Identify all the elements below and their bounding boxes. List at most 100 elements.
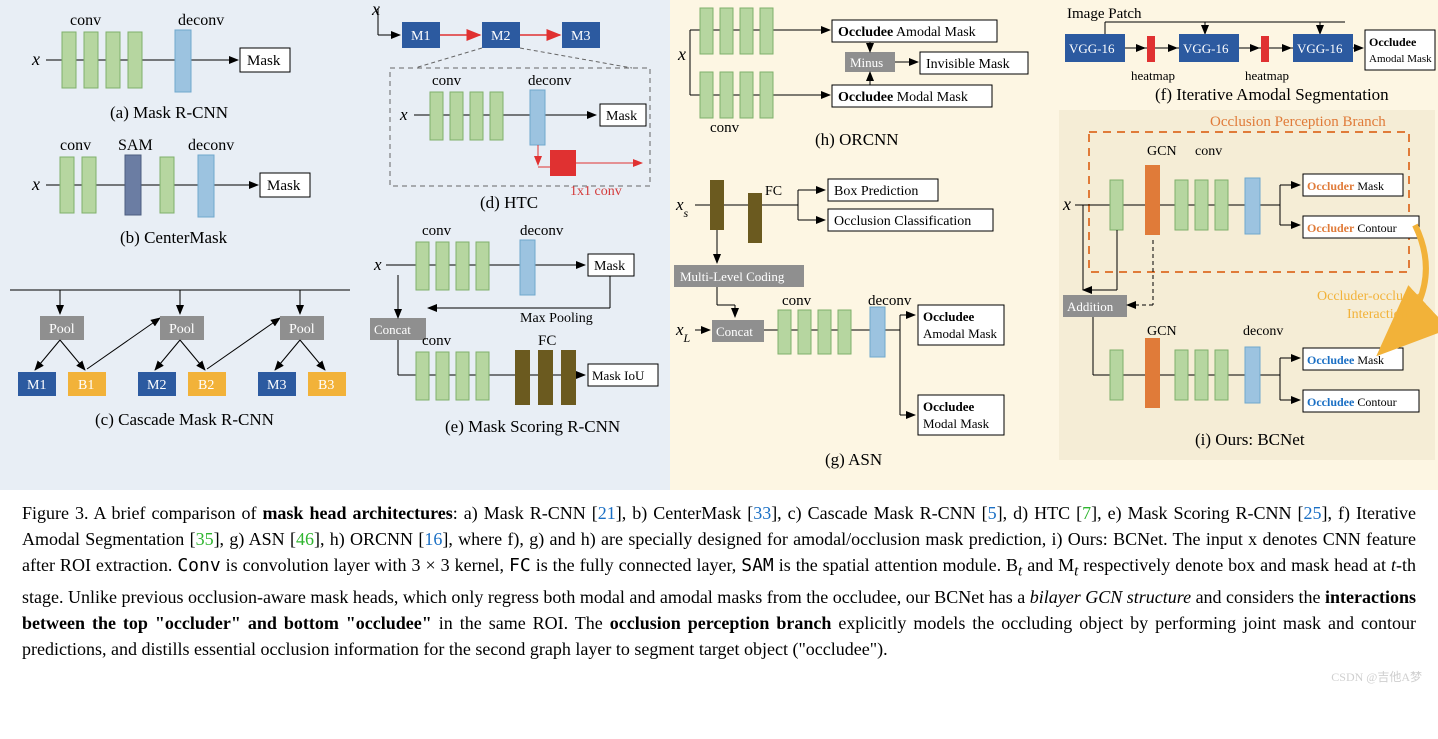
m1: M1 xyxy=(411,29,430,44)
mask-text: Mask xyxy=(606,109,637,124)
conv-block xyxy=(760,8,773,54)
cite-7: 7 xyxy=(1082,503,1091,523)
x-label: x xyxy=(371,0,380,19)
gcn-block xyxy=(1145,165,1160,235)
mask-text: Mask xyxy=(594,259,625,274)
svg-text:Occludee Contour: Occludee Contour xyxy=(1307,395,1397,409)
deconv-label: deconv xyxy=(178,12,224,29)
conv-block xyxy=(838,310,851,354)
conv-block xyxy=(128,32,142,88)
conv-block xyxy=(60,157,74,213)
conv-block xyxy=(62,32,76,88)
cite-21: 21 xyxy=(598,503,616,523)
conv-block xyxy=(778,310,791,354)
conv-block xyxy=(1175,180,1188,230)
opb-label: Occlusion Perception Branch xyxy=(1210,114,1386,130)
fc-block xyxy=(710,180,724,230)
x-label: x xyxy=(1062,194,1071,214)
fc-label: FC xyxy=(538,333,556,349)
conv-label: conv xyxy=(422,333,452,349)
conv-label: conv xyxy=(432,73,462,89)
htc-inner xyxy=(390,68,650,186)
deconv-block xyxy=(198,155,214,217)
caption-b: (b) CenterMask xyxy=(120,228,228,247)
conv-block xyxy=(476,352,489,400)
panel-d: x M1 M2 M3 conv deconv x Mask 1x1 conv (… xyxy=(371,0,650,212)
m2: M2 xyxy=(491,29,510,44)
conv-block xyxy=(436,352,449,400)
deconv-block xyxy=(1245,178,1260,234)
heatmap-label: heatmap xyxy=(1245,68,1289,83)
cite-33: 33 xyxy=(753,503,771,523)
conv-block xyxy=(1195,180,1208,230)
conv-block xyxy=(1195,350,1208,400)
conv-block xyxy=(1215,180,1228,230)
concat-text: Concat xyxy=(374,322,411,337)
xl-label: xL xyxy=(675,320,691,345)
svg-text:Occludee Mask: Occludee Mask xyxy=(1307,353,1384,367)
fc-block xyxy=(515,350,530,405)
conv-block xyxy=(436,242,449,290)
cite-35: 35 xyxy=(196,529,214,549)
conv-block xyxy=(700,8,713,54)
one-conv-block xyxy=(550,150,576,176)
conv-block xyxy=(720,72,733,118)
panel-a-b-c-svg: conv deconv x Mask (a) Mask R-CNN conv S… xyxy=(0,0,360,490)
m1-text: M1 xyxy=(27,378,46,393)
x-label: x xyxy=(399,105,408,124)
architecture-panels: conv deconv x Mask (a) Mask R-CNN conv S… xyxy=(0,0,1438,490)
deconv-block xyxy=(1245,347,1260,403)
heatmap-block xyxy=(1147,36,1155,62)
conv-label: conv xyxy=(1195,144,1222,159)
watermark: CSDN @吉他A梦 xyxy=(0,668,1438,685)
x-label: x xyxy=(373,255,382,274)
deconv-block xyxy=(530,90,545,145)
caption-a: (a) Mask R-CNN xyxy=(110,103,228,122)
conv-block xyxy=(416,242,429,290)
heatmap-block xyxy=(1261,36,1269,62)
panel-c: Pool M1 B1 Pool M2 B2 Pool M3 B3 (c) Cas… xyxy=(10,290,350,429)
svg-text:Occluder Mask: Occluder Mask xyxy=(1307,179,1384,193)
cite-25: 25 xyxy=(1304,503,1322,523)
cite-46: 46 xyxy=(296,529,314,549)
b1-text: B1 xyxy=(78,378,94,393)
svg-text:Occludee: Occludee xyxy=(1369,35,1417,49)
vgg-text: VGG-16 xyxy=(1069,41,1115,56)
cite-5: 5 xyxy=(988,503,997,523)
conv-label: conv xyxy=(60,137,91,154)
deconv-block xyxy=(175,30,191,92)
image-patch-label: Image Patch xyxy=(1067,6,1142,22)
xs-label: xs xyxy=(675,195,689,220)
ooi-label-2: Interaction xyxy=(1347,307,1408,322)
conv-block xyxy=(1175,350,1188,400)
deconv-block xyxy=(870,307,885,357)
cite-16: 16 xyxy=(424,529,442,549)
panel-g: xs FC Box Prediction Occlusion Classific… xyxy=(674,179,1004,469)
conv-block xyxy=(456,352,469,400)
caption-e: (e) Mask Scoring R-CNN xyxy=(445,417,620,436)
conv-block xyxy=(84,32,98,88)
caption-g: (g) ASN xyxy=(825,450,882,469)
conv-block xyxy=(1215,350,1228,400)
fc-block xyxy=(748,193,762,243)
conv-block xyxy=(798,310,811,354)
conv-block xyxy=(1110,180,1123,230)
amodal-l2: Amodal Mask xyxy=(923,326,998,341)
svg-text:Occluder Contour: Occluder Contour xyxy=(1307,221,1397,235)
b2-text: B2 xyxy=(198,378,214,393)
amodal1: Occludee Amodal Mask xyxy=(838,25,976,40)
addition-text: Addition xyxy=(1067,299,1114,314)
conv-block xyxy=(740,72,753,118)
conv-label: conv xyxy=(782,293,812,309)
panel-column-mid2: x Occludee Amodal Mask conv Occludee Mod… xyxy=(670,0,1055,490)
occ-class-text: Occlusion Classification xyxy=(834,214,971,229)
conv-block xyxy=(700,72,713,118)
svg-text:Occludee: Occludee xyxy=(923,399,974,414)
fc-block xyxy=(538,350,553,405)
panel-d-e-svg: x M1 M2 M3 conv deconv x Mask 1x1 conv (… xyxy=(360,0,670,490)
gcn-label: GCN xyxy=(1147,324,1177,339)
gcn-block xyxy=(1145,338,1160,408)
mlc-text: Multi-Level Coding xyxy=(680,269,785,284)
m2-text: M2 xyxy=(147,378,166,393)
deconv-label: deconv xyxy=(188,137,234,154)
